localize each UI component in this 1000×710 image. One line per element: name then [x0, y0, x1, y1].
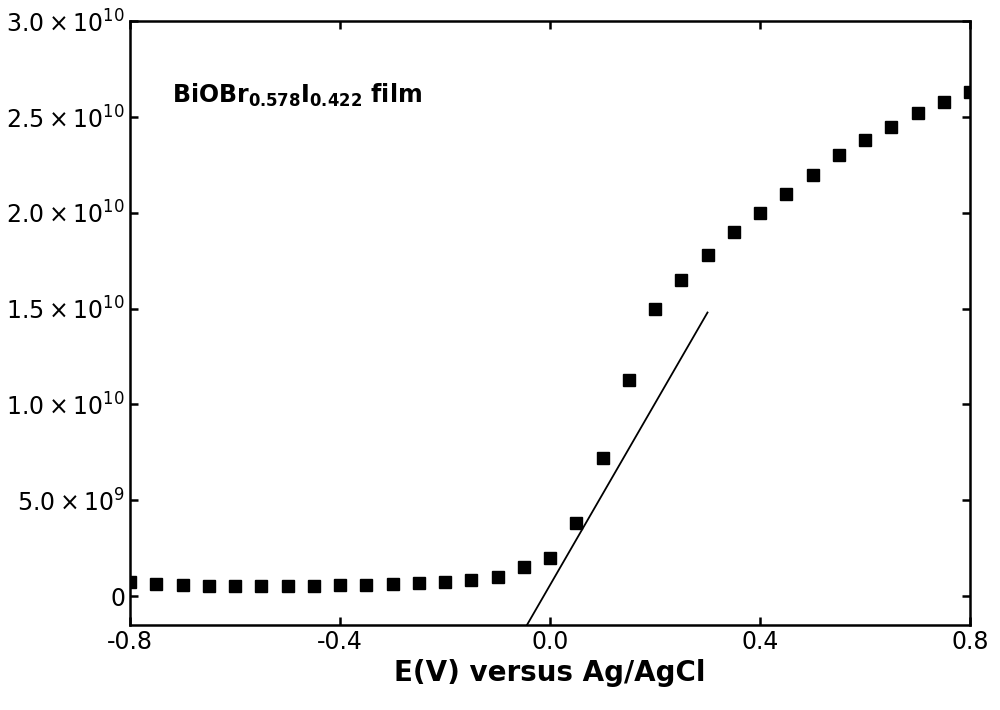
Text: BiOBr$_{\bf{0.578}}$I$_{\bf{0.422}}$ film: BiOBr$_{\bf{0.578}}$I$_{\bf{0.422}}$ fil…: [172, 82, 422, 109]
X-axis label: E(V) versus Ag/AgCl: E(V) versus Ag/AgCl: [394, 659, 706, 687]
